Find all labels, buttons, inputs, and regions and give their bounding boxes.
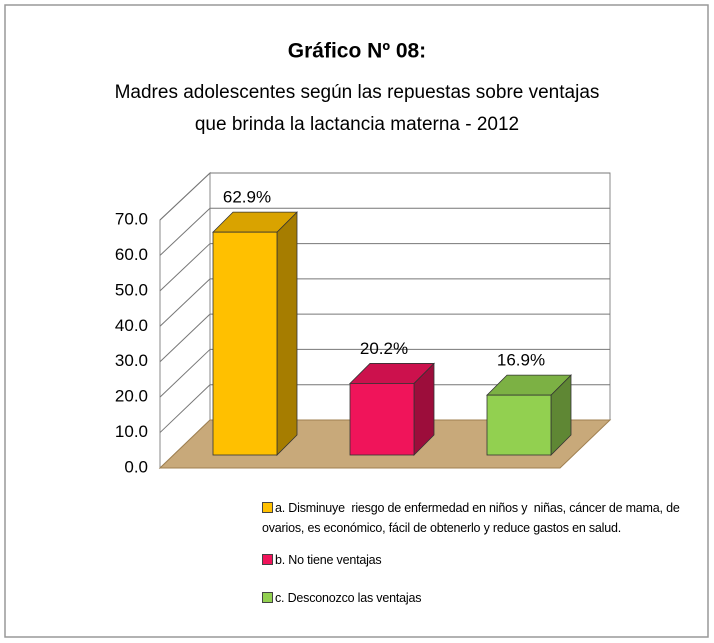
y-tick-label: 30.0: [115, 351, 148, 370]
grid-line: [159, 207, 211, 256]
grid-line: [159, 384, 211, 433]
chart-subtitle: que brinda la lactancia materna - 2012: [195, 114, 519, 135]
side-wall: [159, 171, 211, 470]
data-label: 16.9%: [497, 351, 545, 370]
y-tick-label: 20.0: [115, 387, 148, 406]
y-tick-label: 10.0: [115, 422, 148, 441]
y-tick-label: 60.0: [115, 245, 148, 264]
chart-title: Gráfico Nº 08:: [288, 40, 426, 63]
legend-entry: c. Desconozco las ventajas: [262, 588, 702, 608]
bar: [486, 394, 552, 456]
legend-label: c. Desconozco las ventajas: [275, 591, 422, 605]
legend-label: a. Disminuye riesgo de enfermedad en niñ…: [262, 501, 683, 535]
grid-line: [159, 278, 211, 327]
y-tick-label: 70.0: [115, 209, 148, 228]
legend-swatch: [262, 502, 273, 513]
grid-line: [159, 172, 211, 221]
chart-subtitle: Madres adolescentes según las repuestas …: [115, 82, 600, 103]
data-label: 20.2%: [360, 339, 408, 358]
legend-label: b. No tiene ventajas: [275, 553, 382, 567]
bar: [349, 383, 415, 456]
bar: [212, 231, 278, 456]
y-tick-label: 0.0: [124, 457, 148, 476]
legend-entry: b. No tiene ventajas: [262, 550, 702, 570]
grid-line: [159, 349, 211, 398]
y-tick-label: 50.0: [115, 280, 148, 299]
legend-swatch: [262, 592, 273, 603]
y-tick-label: 40.0: [115, 316, 148, 335]
legend-swatch: [262, 554, 273, 565]
grid-line: [159, 243, 211, 292]
legend-entry: a. Disminuye riesgo de enfermedad en niñ…: [262, 498, 702, 538]
grid-line: [159, 313, 211, 363]
data-label: 62.9%: [223, 188, 271, 207]
bar-side: [276, 211, 298, 456]
